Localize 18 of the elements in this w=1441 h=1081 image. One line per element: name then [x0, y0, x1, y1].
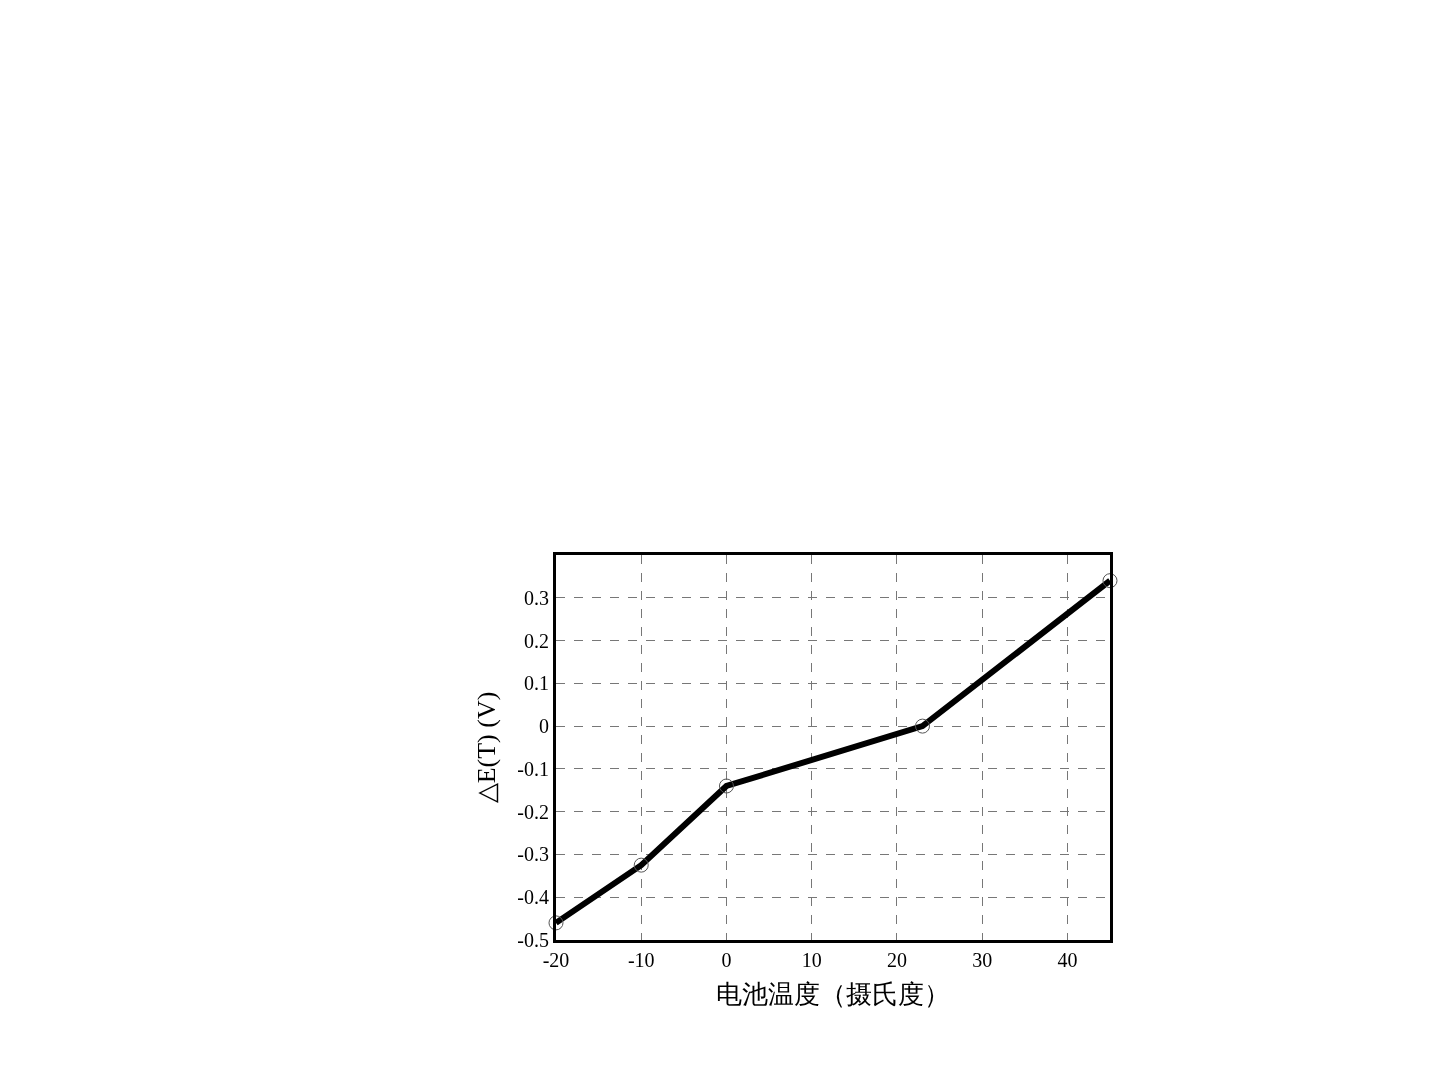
y-tick-label: -0.3 [517, 843, 549, 866]
y-tick-label: 0.1 [524, 672, 549, 695]
y-tick-label: -0.1 [517, 757, 549, 780]
y-tick-label: 0 [539, 715, 549, 738]
x-tick-label: -20 [542, 949, 570, 971]
x-tick-label: 30 [972, 949, 993, 971]
x-tick-label: -10 [627, 949, 655, 971]
y-axis-title: △E(T) (V) [471, 691, 501, 804]
y-tick-label: 0.2 [524, 629, 549, 652]
x-tick-label: 0 [721, 949, 732, 971]
y-tick-label: -0.2 [517, 800, 549, 823]
y-tick-label: 0.3 [524, 586, 549, 609]
x-axis-title: 电池温度（摄氏度） [716, 979, 950, 1009]
x-tick-label: 20 [886, 949, 907, 971]
x-tick-label: 10 [801, 949, 822, 971]
y-tick-label: -0.5 [517, 929, 549, 951]
x-tick-label: 40 [1057, 949, 1078, 971]
y-tick-label: -0.4 [517, 886, 549, 909]
